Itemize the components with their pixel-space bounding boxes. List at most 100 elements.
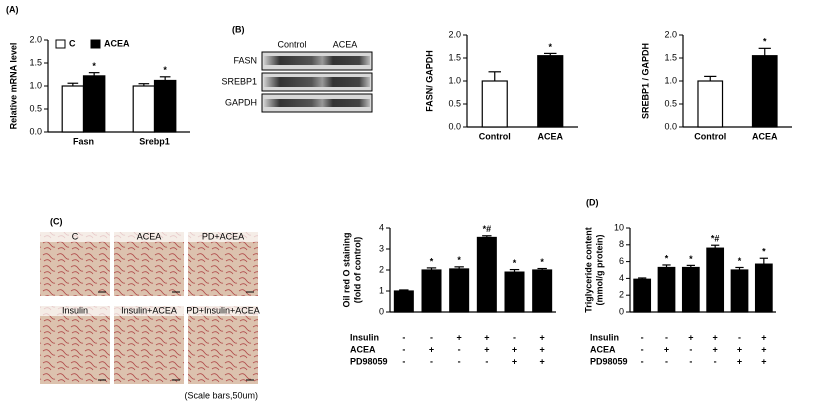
micrograph [40, 306, 110, 384]
legend-label: C [69, 38, 76, 48]
y-tick-label: 0.5 [29, 103, 42, 113]
y-axis-label: Triglyceride content [583, 227, 593, 313]
condition-sign: - [402, 344, 405, 354]
condition-sign: + [512, 356, 517, 366]
label-backdrop [114, 306, 184, 316]
y-tick-label: 4 [379, 222, 384, 232]
condition-name: Insulin [350, 332, 379, 342]
y-tick-label: 1 [379, 285, 384, 295]
condition-name: Insulin [590, 332, 619, 342]
y-tick-label: 0.0 [448, 121, 461, 131]
blot-row: GAPDH [225, 97, 257, 107]
significance-mark: * [762, 247, 766, 257]
y-tick-label: 6 [619, 256, 624, 266]
significance-mark: *# [483, 224, 492, 234]
condition-sign: + [429, 344, 434, 354]
condition-sign: - [458, 356, 461, 366]
label-backdrop [40, 232, 110, 242]
label-backdrop [188, 306, 258, 316]
condition-sign: + [713, 332, 718, 342]
micrograph-label: ACEA [137, 231, 162, 241]
micrograph [114, 232, 184, 296]
y-axis-label: FASN/ GAPDH [424, 50, 434, 112]
panel-label: (C) [50, 216, 63, 226]
significance-mark: * [540, 257, 544, 267]
y-tick-label: 1.0 [664, 75, 677, 85]
micrograph [188, 306, 258, 384]
y-tick-label: 0 [619, 306, 624, 316]
condition-sign: + [457, 332, 462, 342]
significance-mark: * [763, 37, 767, 47]
bar [449, 268, 470, 313]
significance-mark: * [548, 42, 552, 52]
bar [751, 55, 778, 128]
bar [393, 290, 414, 313]
bar [754, 263, 773, 313]
y-tick-label: 0.0 [29, 126, 42, 136]
condition-name: PD98059 [350, 356, 388, 366]
condition-sign: - [689, 344, 692, 354]
blot-band [264, 99, 370, 107]
bar [153, 79, 177, 133]
condition-sign: + [737, 344, 742, 354]
condition-sign: - [738, 332, 741, 342]
y-axis-label: SREBP1 / GAPDH [640, 43, 650, 119]
y-tick-label: 2.0 [448, 29, 461, 39]
condition-sign: - [641, 356, 644, 366]
condition-sign: + [484, 332, 489, 342]
blot-column: ACEA [333, 39, 358, 49]
condition-sign: - [402, 332, 405, 342]
micrograph-label: Insulin+ACEA [121, 305, 177, 315]
legend-swatch [55, 39, 66, 49]
significance-mark: * [665, 253, 669, 263]
bar [730, 269, 749, 313]
y-tick-label: 1.0 [448, 75, 461, 85]
bar [681, 266, 700, 313]
condition-sign: + [737, 356, 742, 366]
condition-sign: - [430, 332, 433, 342]
condition-sign: + [761, 332, 766, 342]
panel-label: (B) [232, 24, 245, 34]
y-tick-label: 8 [619, 239, 624, 249]
bar [132, 85, 156, 133]
significance-mark: * [513, 258, 517, 268]
y-tick-label: 3 [379, 243, 384, 253]
micrograph [114, 306, 184, 384]
condition-sign: - [485, 356, 488, 366]
y-tick-label: 1.0 [29, 80, 42, 90]
y-tick-label: 2 [379, 264, 384, 274]
condition-sign: + [761, 344, 766, 354]
bar [61, 85, 85, 133]
y-tick-label: 1.5 [29, 57, 42, 67]
x-tick-label: Control [479, 131, 511, 141]
condition-sign: - [714, 356, 717, 366]
condition-sign: - [402, 356, 405, 366]
y-tick-label: 1.5 [664, 52, 677, 62]
y-tick-label: 0.5 [448, 98, 461, 108]
micrograph-label: C [72, 231, 79, 241]
condition-sign: + [664, 344, 669, 354]
y-axis-label: (mmol/g protein) [594, 235, 604, 306]
y-tick-label: 4 [619, 273, 624, 283]
x-tick-label: ACEA [752, 131, 778, 141]
condition-name: ACEA [590, 344, 616, 354]
y-tick-label: 10 [614, 222, 624, 232]
significance-mark: * [689, 254, 693, 264]
condition-sign: + [540, 344, 545, 354]
condition-sign: - [641, 332, 644, 342]
blot-row: SREBP1 [221, 76, 257, 86]
bar [476, 236, 497, 313]
bar [532, 269, 553, 313]
bar [657, 266, 676, 313]
condition-sign: + [540, 356, 545, 366]
significance-mark: * [92, 61, 96, 71]
condition-sign: - [513, 332, 516, 342]
micrograph [40, 232, 110, 296]
condition-name: PD98059 [590, 356, 628, 366]
micrograph-label: PD+ACEA [202, 231, 244, 241]
y-axis-label: Relative mRNA level [8, 43, 18, 130]
micrograph-label: PD+Insulin+ACEA [186, 305, 260, 315]
label-backdrop [114, 232, 184, 242]
x-tick-label: Fasn [73, 136, 94, 146]
